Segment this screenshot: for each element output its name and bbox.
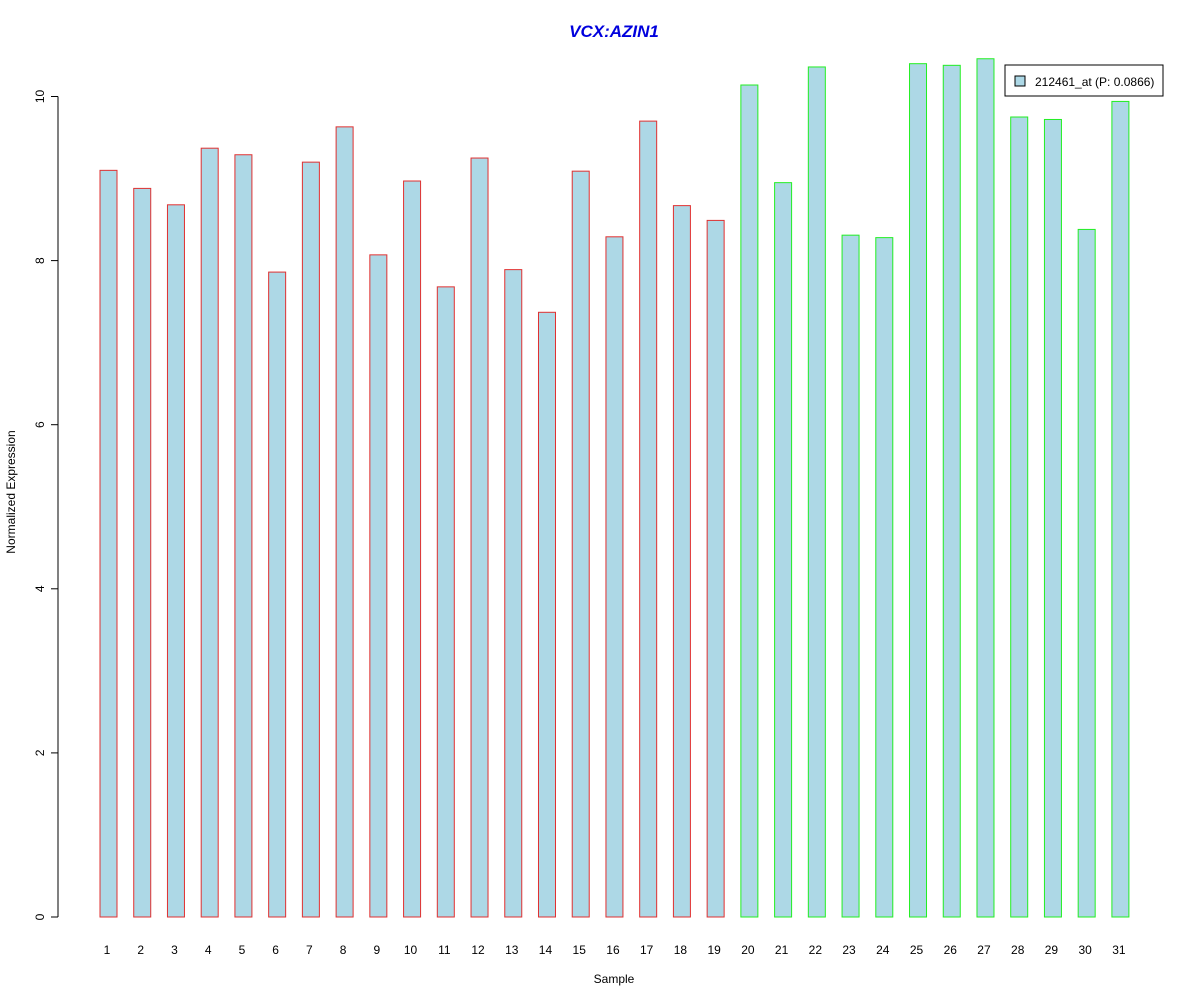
- y-tick-label: 4: [33, 585, 47, 592]
- x-tick-label: 2: [137, 943, 144, 957]
- x-tick-label: 7: [306, 943, 313, 957]
- bar: [1111, 100, 1130, 918]
- bar: [639, 120, 658, 918]
- x-tick-label: 4: [205, 943, 212, 957]
- y-tick-label: 10: [33, 90, 47, 104]
- y-tick-label: 6: [33, 421, 47, 428]
- x-tick-label: 10: [404, 943, 418, 957]
- x-tick-label: 8: [340, 943, 347, 957]
- bar: [200, 147, 219, 918]
- x-tick-label: 31: [1112, 943, 1126, 957]
- legend-entry: 212461_at (P: 0.0866): [1035, 75, 1154, 89]
- legend: 212461_at (P: 0.0866): [1004, 64, 1164, 97]
- bar: [942, 64, 961, 918]
- x-tick-label: 15: [573, 943, 587, 957]
- x-tick-label: 12: [471, 943, 485, 957]
- x-tick-label: 20: [741, 943, 755, 957]
- x-tick-label: 17: [640, 943, 654, 957]
- bar: [335, 126, 354, 918]
- bar: [706, 219, 725, 918]
- bar: [976, 58, 995, 918]
- x-axis-label: Sample: [594, 972, 635, 986]
- bar: [470, 157, 489, 918]
- bar: [369, 254, 388, 918]
- y-tick-label: 0: [33, 913, 47, 920]
- chart-title: VCX:AZIN1: [569, 22, 659, 41]
- x-tick-label: 21: [775, 943, 789, 957]
- x-tick-label: 3: [171, 943, 178, 957]
- bar: [672, 205, 691, 918]
- legend-swatch: [1014, 75, 1026, 87]
- x-tick-label: 11: [438, 943, 451, 957]
- bar: [875, 237, 894, 918]
- bar: [605, 236, 624, 918]
- x-tick-label: 1: [104, 943, 111, 957]
- bar: [301, 161, 320, 918]
- legend-box: [1004, 64, 1164, 97]
- bar: [99, 169, 118, 918]
- x-tick-label: 22: [809, 943, 823, 957]
- x-tick-label: 9: [373, 943, 380, 957]
- bar: [436, 286, 455, 918]
- y-tick-label: 2: [33, 749, 47, 756]
- bars: [99, 58, 1130, 918]
- x-tick-label: 30: [1078, 943, 1092, 957]
- x-tick-label: 26: [944, 943, 958, 957]
- bar: [403, 180, 422, 918]
- bar: [841, 234, 860, 918]
- x-tick-label: 13: [505, 943, 519, 957]
- x-tick-label: 24: [876, 943, 890, 957]
- x-tick-label: 25: [910, 943, 924, 957]
- bar: [807, 66, 826, 918]
- bar: [537, 311, 556, 918]
- x-tick-label: 23: [842, 943, 856, 957]
- bar: [1043, 118, 1062, 918]
- x-tick-label: 14: [539, 943, 553, 957]
- y-axis-label: Normalized Expression: [4, 430, 18, 553]
- bar: [504, 269, 523, 918]
- x-tick-label: 18: [674, 943, 688, 957]
- bar: [571, 170, 590, 918]
- y-tick-label: 8: [33, 257, 47, 264]
- x-tick-label: 6: [272, 943, 279, 957]
- x-tick-label: 29: [1045, 943, 1059, 957]
- bar: [1077, 228, 1096, 918]
- bar: [133, 187, 152, 918]
- bar: [234, 154, 253, 918]
- x-tick-label: 28: [1011, 943, 1025, 957]
- bar: [1010, 116, 1029, 918]
- x-tick-labels: 1 2 3 4 5 6 7 8 9 10 11 12 13 14 15 16 17 18 19 20 21 22 23 24 2…: [104, 943, 1126, 957]
- bar: [166, 204, 185, 918]
- bar: [909, 63, 928, 918]
- bar: [740, 84, 759, 918]
- x-tick-label: 5: [239, 943, 246, 957]
- x-tick-label: 16: [606, 943, 620, 957]
- x-tick-label: 27: [977, 943, 991, 957]
- y-axis: 0 2 4 6 8 10: [33, 90, 59, 920]
- x-tick-label: 19: [707, 943, 721, 957]
- bar: [774, 182, 793, 918]
- bar: [268, 271, 287, 918]
